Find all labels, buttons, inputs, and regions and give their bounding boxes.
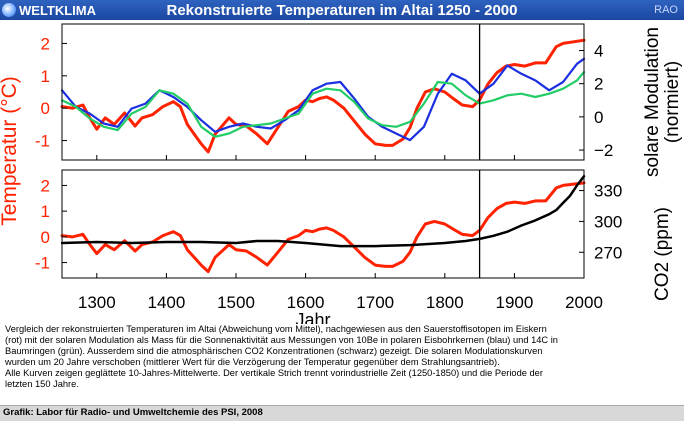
x-tick-label: 1500 (217, 293, 255, 312)
caption-line: Vergleich der rekonstruierten Temperatur… (5, 324, 547, 334)
logo[interactable]: WELTKLIMA (2, 1, 96, 19)
rao-badge: RAO (654, 4, 678, 16)
top-series-line-2 (60, 70, 586, 138)
bottom-left-tick-label: -1 (35, 254, 50, 273)
x-tick-label: 1600 (287, 293, 325, 312)
bottom-left-tick-label: 2 (41, 176, 50, 195)
right-axis-label-line2: (normiert) (662, 61, 683, 143)
bottom-series-line-0 (60, 181, 586, 274)
caption-line: letzten 150 Jahre. (5, 379, 79, 389)
x-tick-label: 1400 (147, 293, 185, 312)
page-title: Rekonstruierte Temperaturen im Altai 125… (166, 2, 518, 19)
caption-line: wurden um 20 Jahre verschoben (mittlerer… (5, 357, 500, 367)
top-left-tick-label: -1 (35, 132, 50, 151)
top-series-line-0 (60, 38, 586, 154)
top-left-tick-label: 2 (41, 34, 50, 53)
logo-text: WELTKLIMA (19, 2, 97, 18)
bottom-right-tick-label: 330 (594, 182, 622, 201)
bottom-right-tick-label: 270 (594, 243, 622, 262)
caption-line: Alle Kurven zeigen geglättete 10-Jahres-… (5, 368, 543, 378)
bottom-series-line-1 (60, 174, 586, 248)
figure-caption: Vergleich der rekonstruierten Temperatur… (5, 324, 680, 390)
top-plot-frame (61, 23, 585, 161)
x-tick-label: 1900 (495, 293, 533, 312)
footer-bar: Grafik: Labor für Radio- und Umweltchemi… (0, 405, 684, 421)
left-axis-label: Temperatur (°C) (0, 76, 21, 226)
footer-credit: Grafik: Labor für Radio- und Umweltchemi… (3, 407, 263, 418)
x-tick-label: 1300 (78, 293, 116, 312)
x-tick-label: 2000 (565, 293, 603, 312)
bottom-left-tick-label: 0 (41, 228, 50, 247)
top-series-line-1 (60, 57, 586, 142)
x-tick-label: 1800 (426, 293, 464, 312)
co2-axis-label: CO2 (ppm) (652, 207, 673, 301)
caption-line: Baumringen (grün). Ausserdem sind die at… (5, 346, 543, 356)
header-bar: WELTKLIMA Rekonstruierte Temperaturen im… (0, 0, 684, 20)
top-right-tick-label: −2 (594, 141, 613, 160)
top-right-tick-label: 2 (594, 75, 603, 94)
bottom-right-tick-label: 300 (594, 212, 622, 231)
globe-icon (2, 3, 16, 17)
top-left-tick-label: 0 (41, 99, 50, 118)
top-right-tick-label: 4 (594, 42, 603, 61)
x-tick-label: 1700 (356, 293, 394, 312)
top-right-tick-label: 0 (594, 108, 603, 127)
top-left-tick-label: 1 (41, 67, 50, 86)
caption-line: (rot) mit der solaren Modulation als Mas… (5, 335, 558, 345)
x-axis-label: Jahr (295, 310, 330, 324)
right-axis-label-line1: solare Modulation (642, 27, 663, 177)
temperature-chart: -1 0 1 2 −2 0 2 4 -1 0 1 2 270 300 330 1300 1400 1500 1600… (0, 23, 683, 324)
bottom-left-tick-label: 1 (41, 202, 50, 221)
bottom-plot-frame (61, 169, 585, 279)
